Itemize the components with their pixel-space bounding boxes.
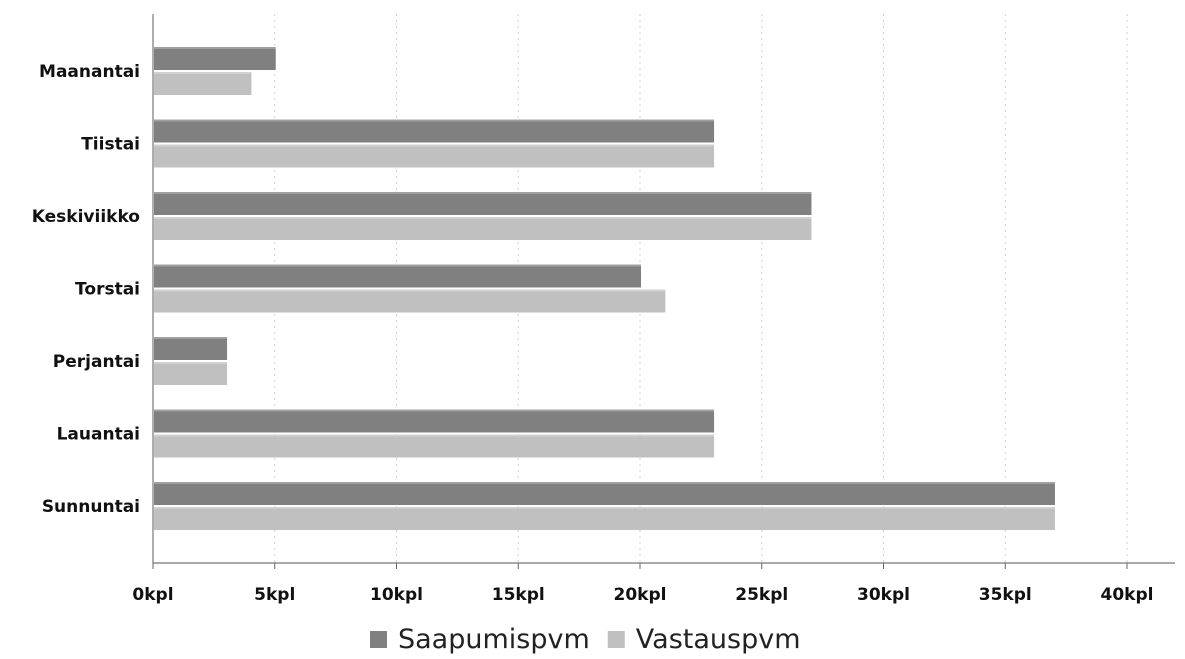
bar-vastauspvm-lauantai: [154, 434, 715, 458]
bar-highlight: [154, 289, 666, 292]
bar-highlight: [154, 47, 276, 49]
bar-highlight: [154, 144, 715, 147]
legend-label: Vastauspvm: [636, 624, 801, 655]
bar-vastauspvm-perjantai: [154, 362, 228, 385]
x-tick-label: 40kpl: [1101, 585, 1154, 605]
x-tick-label: 30kpl: [857, 585, 910, 605]
bar-saapumispvm-sunnuntai: [154, 482, 1055, 505]
x-tick-label: 10kpl: [370, 585, 423, 605]
bar-highlight: [154, 192, 812, 194]
axes: [152, 14, 1175, 569]
x-tick-label: 35kpl: [979, 585, 1032, 605]
category-labels: Maanantai Tiistai Keskiviikko Torstai Perjan…: [32, 62, 140, 517]
x-tick-labels: 0kpl 5kpl 10kpl 15kpl 20kpl 25kpl 30kpl 35kpl 40…: [132, 585, 1153, 605]
legend: Saapumispvm Vastauspvm: [370, 624, 801, 655]
bar-highlight: [154, 409, 715, 412]
category-label: Sunnuntai: [42, 497, 140, 517]
legend-swatch: [370, 631, 387, 648]
bar-vastauspvm-sunnuntai: [154, 507, 1055, 530]
category-label: Torstai: [75, 280, 140, 300]
x-tick-label: 15kpl: [492, 585, 545, 605]
bars: [154, 47, 1055, 530]
category-label: Keskiviikko: [32, 207, 140, 227]
category-label: Tiistai: [81, 135, 140, 155]
bar-vastauspvm-torstai: [154, 289, 666, 313]
category-label: Perjantai: [53, 352, 140, 372]
bar-highlight: [154, 434, 715, 437]
category-label: Lauantai: [57, 425, 140, 445]
bar-saapumispvm-torstai: [154, 264, 641, 288]
bar-saapumispvm-maanantai: [154, 47, 276, 70]
bar-vastauspvm-maanantai: [154, 72, 252, 95]
bar-highlight: [154, 362, 228, 364]
x-tick-label: 20kpl: [614, 585, 667, 605]
category-label: Maanantai: [39, 62, 140, 82]
x-tick-label: 25kpl: [735, 585, 788, 605]
bar-saapumispvm-lauantai: [154, 409, 715, 433]
bar-highlight: [154, 482, 1055, 484]
bar-vastauspvm-tiistai: [154, 144, 715, 168]
legend-swatch: [607, 631, 625, 648]
x-tick-label: 0kpl: [132, 585, 173, 605]
legend-label: Saapumispvm: [398, 624, 590, 655]
bar-highlight: [154, 119, 715, 122]
bar-highlight: [154, 217, 812, 219]
bar-vastauspvm-keskiviikko: [154, 217, 812, 240]
x-tick-label: 5kpl: [254, 585, 295, 605]
bar-highlight: [154, 72, 252, 74]
bar-highlight: [154, 264, 641, 267]
bar-saapumispvm-tiistai: [154, 119, 715, 143]
bar-highlight: [154, 507, 1055, 509]
grid-lines: [274, 14, 1128, 563]
bar-saapumispvm-perjantai: [154, 337, 228, 360]
bar-highlight: [154, 337, 228, 339]
bar-saapumispvm-keskiviikko: [154, 192, 812, 215]
